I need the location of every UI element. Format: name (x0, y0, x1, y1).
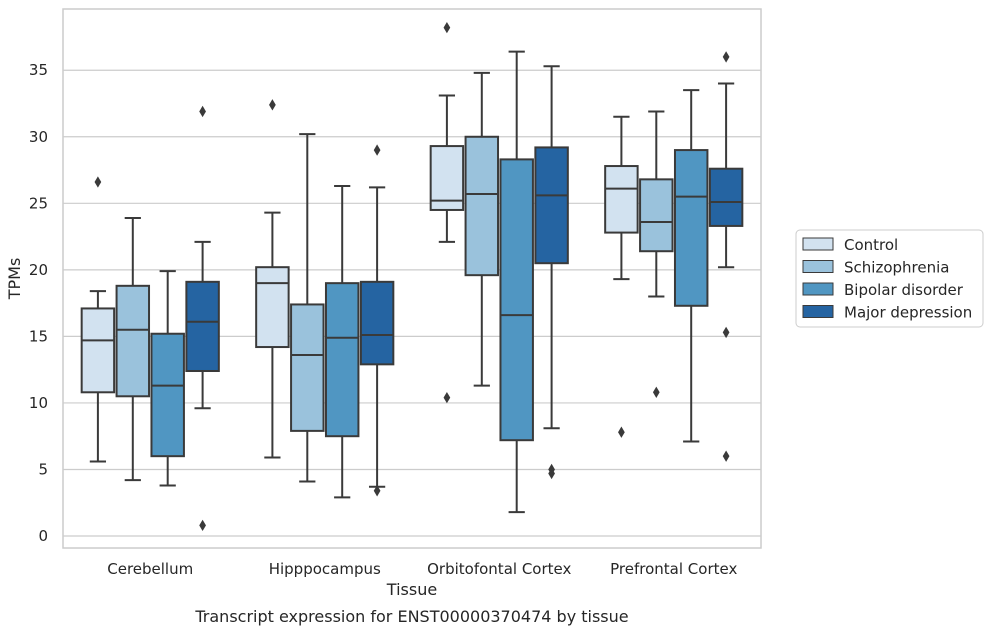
box-control (429, 21, 465, 404)
outlier-point (722, 326, 730, 339)
outlier-point (548, 467, 555, 480)
box-schizophrenia (639, 110, 674, 398)
plot-area-frame (62, 8, 762, 549)
box-iqr (185, 280, 220, 372)
outlier-point (94, 176, 102, 188)
outlier-point (443, 391, 451, 404)
chart-caption: Transcript expression for ENST0000037047… (194, 607, 628, 626)
box-schizophrenia (115, 216, 151, 482)
box-iqr (499, 158, 534, 442)
box-iqr (429, 145, 465, 211)
box-iqr (290, 303, 325, 432)
legend-swatch (802, 305, 834, 318)
x-tick-label: Cerebellum (107, 560, 193, 578)
box-bipolar-disorder (150, 270, 185, 487)
outlier-point (618, 426, 625, 438)
legend-swatch (802, 282, 834, 296)
x-tick-label: Orbitofontal Cortex (427, 560, 571, 578)
box-major-depression (359, 144, 395, 497)
box-schizophrenia (290, 133, 325, 483)
y-tick-label: 15 (29, 327, 48, 345)
legend-label: Control (844, 236, 898, 254)
outlier-point (199, 105, 206, 118)
x-tick-label: Hipppocampus (269, 560, 381, 578)
box-bipolar-disorder (673, 89, 709, 443)
y-tick-label: 20 (29, 261, 48, 279)
legend-label: Major depression (844, 304, 972, 322)
y-axis-ticks: 0 5 10 15 20 25 30 35 (29, 61, 48, 545)
box-bipolar-disorder (499, 50, 534, 514)
outlier-point (722, 51, 730, 63)
y-tick-label: 25 (29, 194, 48, 212)
box-iqr (464, 135, 500, 277)
box-control (255, 99, 290, 459)
legend-frame (795, 229, 984, 328)
y-tick-label: 10 (29, 394, 48, 412)
legend-swatch (802, 237, 834, 251)
box-iqr (115, 284, 151, 398)
outlier-point (373, 485, 381, 497)
box-major-depression (185, 105, 220, 532)
x-axis-ticks: Cerebellum Hipppocampus Orbitofontal Corte… (107, 560, 737, 578)
y-axis-label: TPMs (5, 258, 24, 301)
legend-label: Bipolar disorder (844, 281, 964, 299)
outlier-point (199, 519, 206, 532)
y-tick-label: 35 (29, 61, 48, 79)
box-iqr (708, 167, 744, 227)
box-iqr (673, 149, 709, 307)
box-control (80, 176, 116, 463)
x-axis-label: Tissue (386, 580, 437, 599)
legend-label: Schizophrenia (844, 259, 949, 277)
box-iqr (80, 307, 116, 394)
legend-swatch (802, 260, 834, 273)
box-iqr (639, 178, 674, 253)
box-iqr (150, 332, 185, 458)
box-iqr (534, 146, 569, 265)
box-plot-boxes (80, 21, 744, 532)
y-tick-label: 5 (38, 460, 48, 478)
box-iqr (255, 266, 290, 349)
box-schizophrenia (464, 71, 500, 387)
legend: Control Schizophrenia Bipolar disorder Majo… (795, 229, 984, 328)
box-iqr (324, 282, 360, 438)
box-iqr (604, 165, 639, 234)
outlier-point (443, 21, 451, 34)
box-major-depression (708, 51, 744, 462)
box-iqr (359, 280, 395, 366)
outlier-point (652, 386, 660, 398)
box-major-depression (534, 65, 569, 480)
y-tick-label: 0 (38, 527, 48, 545)
outlier-point (373, 144, 381, 156)
x-tick-label: Prefrontal Cortex (610, 560, 737, 578)
outlier-point (269, 99, 276, 111)
box-bipolar-disorder (324, 185, 360, 499)
box-control (604, 115, 639, 438)
outlier-point (722, 450, 730, 462)
y-tick-label: 30 (29, 128, 48, 146)
